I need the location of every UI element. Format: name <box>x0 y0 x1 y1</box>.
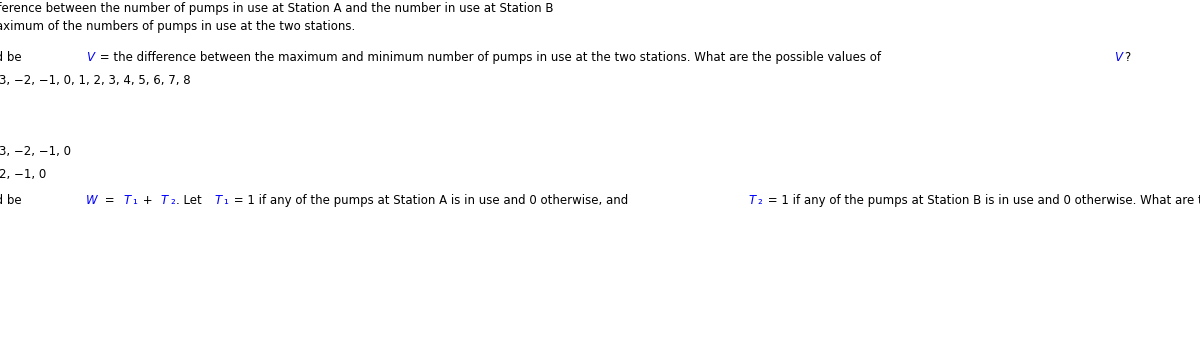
Text: ₂: ₂ <box>170 194 175 207</box>
Text: T: T <box>215 194 222 207</box>
Text: =: = <box>101 194 118 207</box>
Text: W: W <box>85 194 97 207</box>
Text: Another random variable could be: Another random variable could be <box>0 194 25 207</box>
Text: = 1 if any of the pumps at Station B is in use and 0 otherwise. What are the pos: = 1 if any of the pumps at Station B is … <box>764 194 1200 207</box>
Text: = 1 if any of the pumps at Station A is in use and 0 otherwise, and: = 1 if any of the pumps at Station A is … <box>230 194 632 207</box>
Text: =  the maximum of the numbers of pumps in use at the two stations.: = the maximum of the numbers of pumps in… <box>0 20 355 33</box>
Text: T: T <box>161 194 168 207</box>
Text: −8, −7, −6, −5, −4, −3, −2, −1, 0, 1, 2, 3, 4, 5, 6, 7, 8: −8, −7, −6, −5, −4, −3, −2, −1, 0, 1, 2,… <box>0 74 190 87</box>
Text: Another random variable could be: Another random variable could be <box>0 51 25 64</box>
Text: ₂: ₂ <box>757 194 762 207</box>
Text: V: V <box>85 51 94 64</box>
Text: T: T <box>124 194 130 207</box>
Text: −7, −6, −5, −4, −3, −2, −1, 0: −7, −6, −5, −4, −3, −2, −1, 0 <box>0 168 46 181</box>
Text: ₁: ₁ <box>132 194 137 207</box>
Text: . Let: . Let <box>176 194 205 207</box>
Text: ₁: ₁ <box>223 194 228 207</box>
Text: T: T <box>749 194 756 207</box>
Text: = the difference between the maximum and minimum number of pumps in use at the t: = the difference between the maximum and… <box>96 51 884 64</box>
Text: −8, −7, −6, −5, −4, −3, −2, −1, 0: −8, −7, −6, −5, −4, −3, −2, −1, 0 <box>0 145 71 158</box>
Text: +: + <box>138 194 156 207</box>
Text: V: V <box>1114 51 1122 64</box>
Text: =  the difference between the number of pumps in use at Station A and the number: = the difference between the number of p… <box>0 2 553 15</box>
Text: ?: ? <box>1124 51 1130 64</box>
